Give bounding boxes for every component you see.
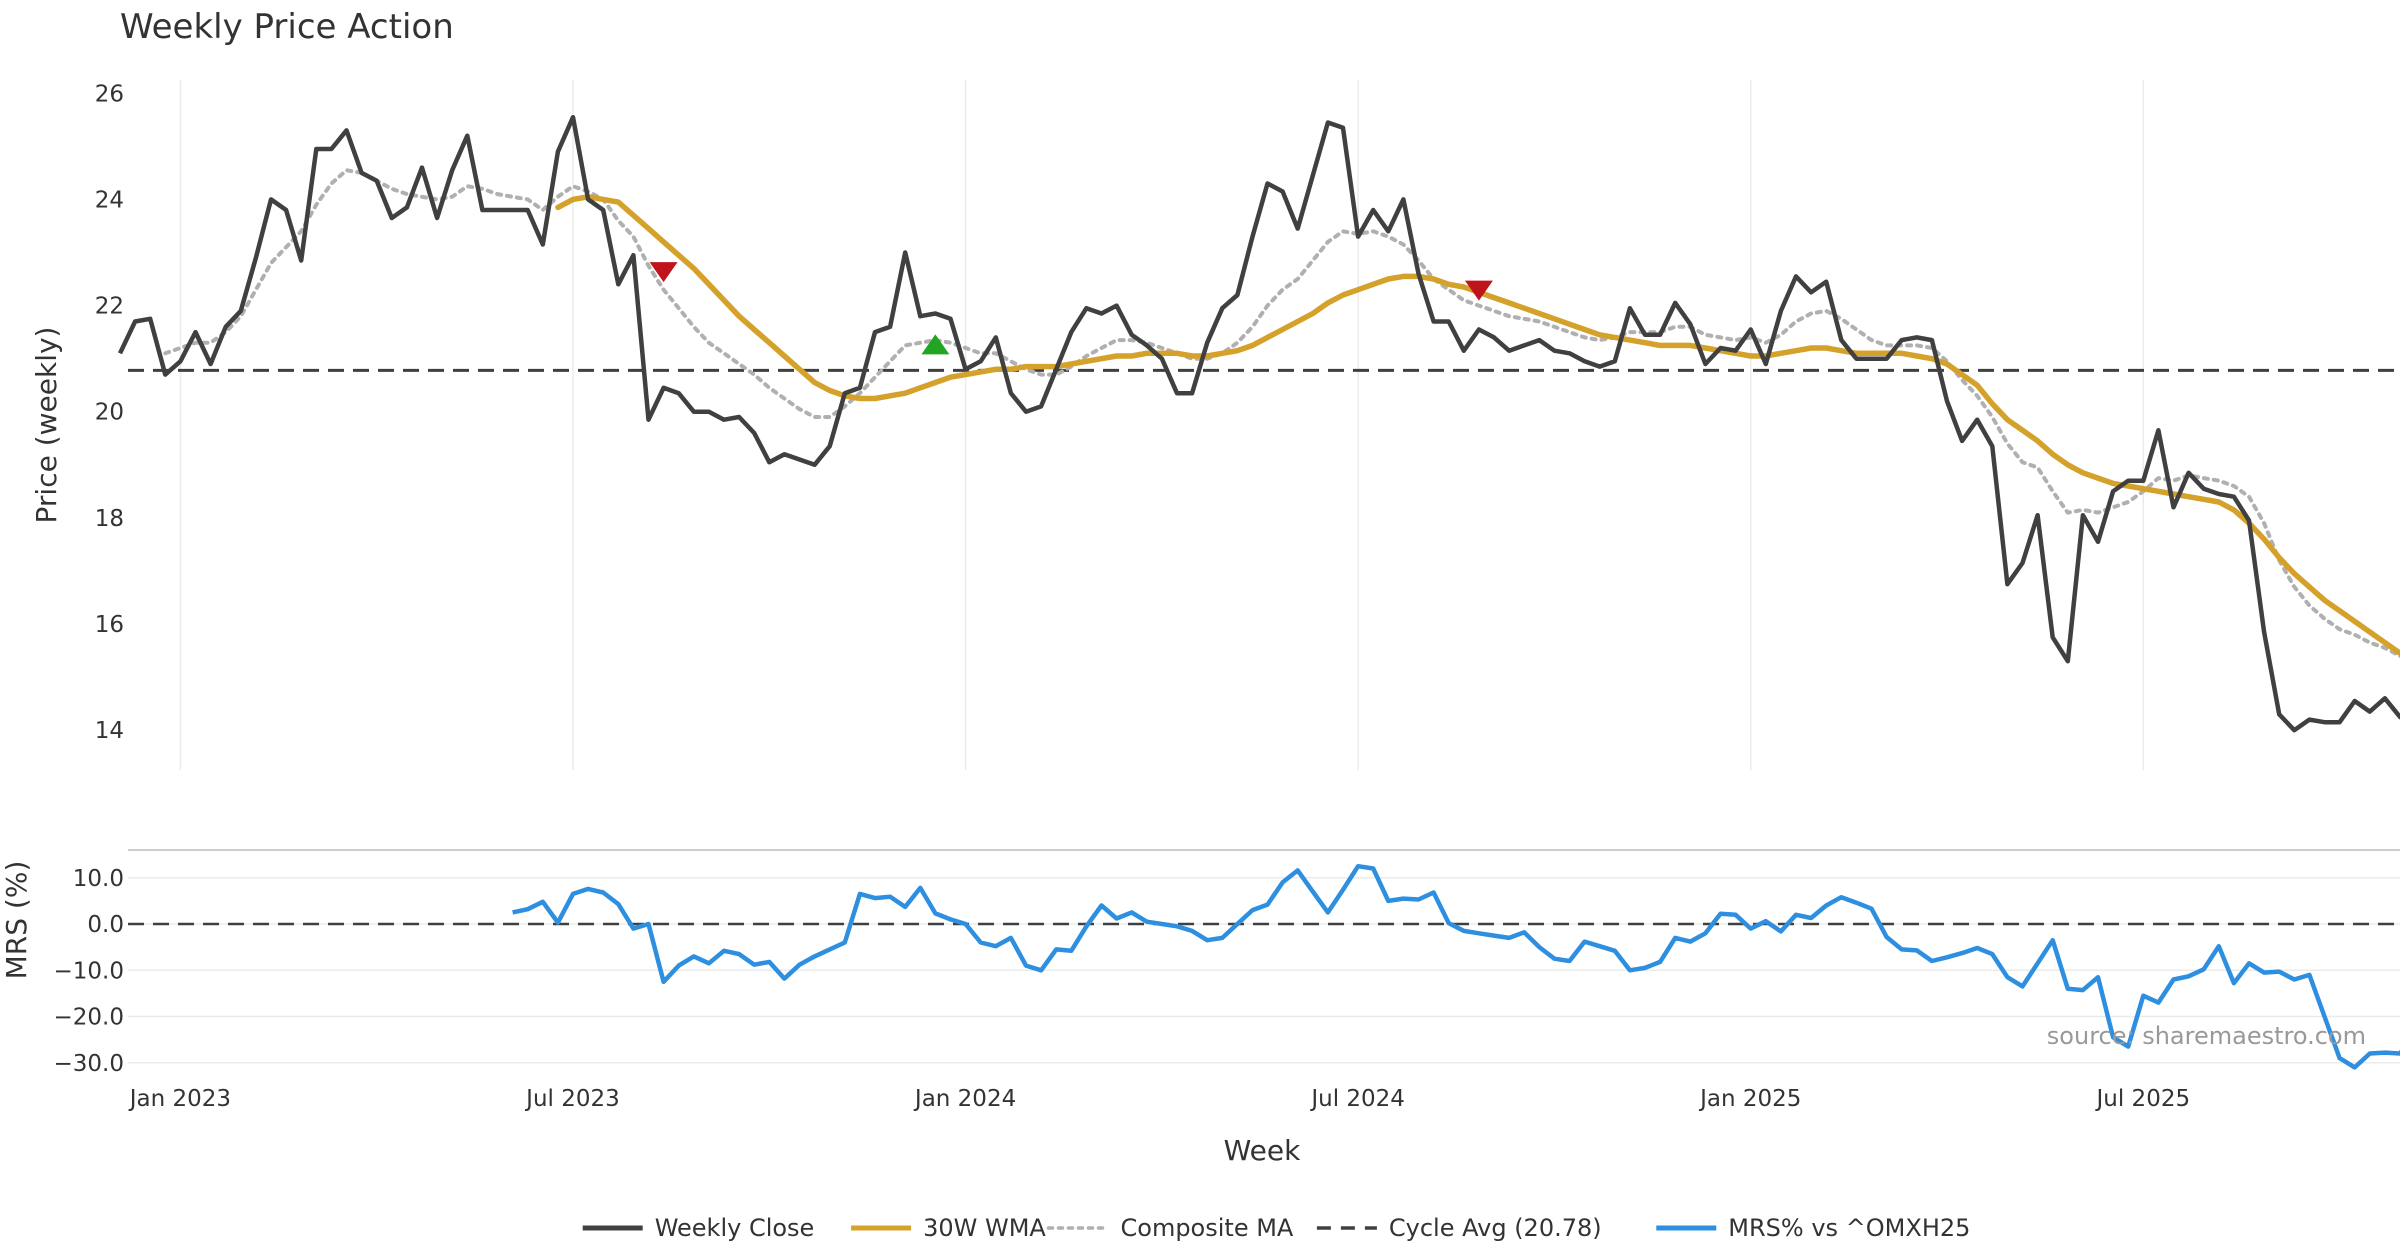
legend-label-4: MRS% vs ^OMXH25: [1728, 1214, 1970, 1242]
mrs-line: [512, 863, 2400, 1070]
mrs-y-tick-label-3: −20.0: [54, 1005, 124, 1031]
x-tick-label-2: Jan 2024: [913, 1086, 1016, 1112]
chart-title: Weekly Price Action: [120, 7, 454, 47]
price-y-tick-label-1: 16: [95, 612, 124, 638]
x-tick-label-1: Jul 2023: [524, 1086, 620, 1112]
x-axis: Jan 2023 Jul 2023 Jan 2024 Jul 2024 Jan 2025…: [128, 1086, 2190, 1112]
price-y-tick-label-3: 20: [95, 400, 124, 426]
price-y-tick-label-2: 18: [95, 506, 124, 532]
wma-30w-line: [555, 194, 2400, 657]
legend-label-2: Composite MA: [1121, 1214, 1294, 1242]
x-axis-label: Week: [1224, 1134, 1301, 1167]
price-y-tick-label-4: 22: [95, 294, 124, 320]
x-tick-label-3: Jul 2024: [1309, 1086, 1405, 1112]
x-tick-label-4: Jan 2025: [1698, 1086, 1801, 1112]
sell-signal-marker-2: [1464, 280, 1493, 301]
price-y-tick-label-5: 24: [95, 187, 124, 213]
legend-label-1: 30W WMA: [923, 1214, 1046, 1242]
legend-label-3: Cycle Avg (20.78): [1389, 1214, 1602, 1242]
mrs-y-tick-label-0: 10.0: [73, 866, 124, 892]
mrs-y-axis-label: MRS (%): [0, 861, 33, 980]
price-y-tick-label-6: 26: [95, 81, 124, 107]
mrs-y-tick-label-1: 0.0: [87, 912, 124, 938]
source-watermark: source: sharemaestro.com: [2047, 1022, 2366, 1050]
price-y-axis: 14 16 18 20 22 24 26: [95, 81, 124, 744]
mrs-y-axis: 10.0 0.0 −10.0 −20.0 −30.0: [54, 866, 124, 1077]
price-plot: [117, 114, 2400, 733]
mrs-y-tick-label-4: −30.0: [54, 1051, 124, 1077]
composite-ma-line: [163, 168, 2400, 659]
weekly-close-line: [117, 114, 2400, 733]
buy-signal-marker-1: [921, 334, 950, 355]
mrs-plot: [128, 863, 2400, 1070]
sell-signal-marker-0: [649, 262, 678, 283]
price-y-tick-label-0: 14: [95, 718, 124, 744]
x-tick-label-5: Jul 2025: [2095, 1086, 2191, 1112]
price-gridlines: [179, 80, 2145, 770]
x-tick-label-0: Jan 2023: [128, 1086, 231, 1112]
legend-label-0: Weekly Close: [655, 1214, 815, 1242]
legend: Weekly Close 30W WMA Composite MA Cycle Avg…: [582, 1214, 1970, 1242]
price-y-axis-label: Price (weekly): [30, 327, 63, 524]
mrs-gridlines: [128, 849, 2400, 1064]
mrs-y-tick-label-2: −10.0: [54, 958, 124, 984]
